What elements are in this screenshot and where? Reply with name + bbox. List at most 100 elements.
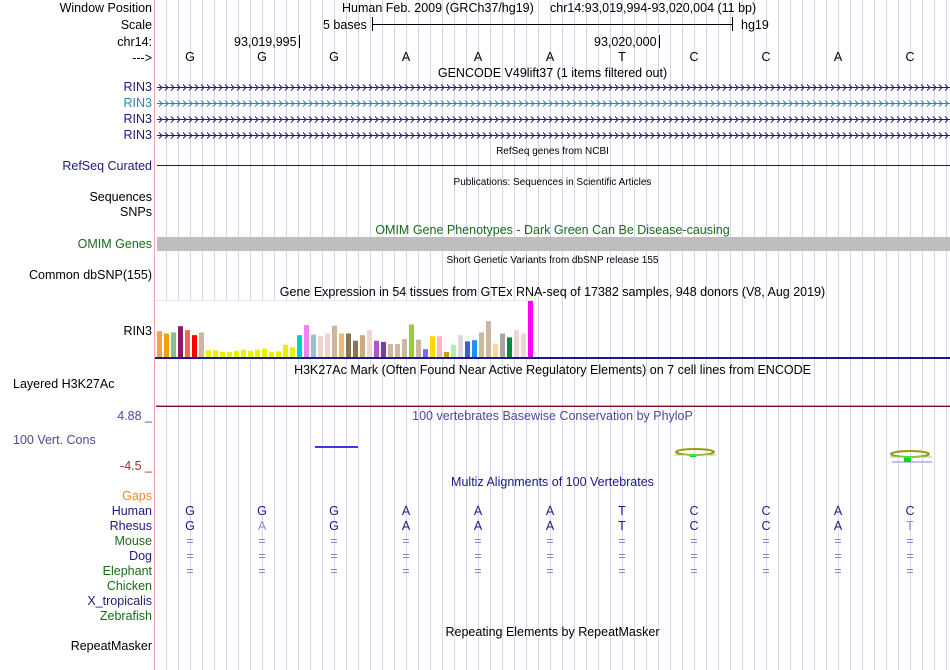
- gencode-gene-line[interactable]: [157, 131, 950, 140]
- alignment-match: =: [690, 564, 698, 578]
- scale-text: 5 bases: [323, 18, 367, 32]
- repeatmasker-title[interactable]: Repeating Elements by RepeatMasker: [445, 625, 660, 639]
- dbsnp-title[interactable]: Short Genetic Variants from dbSNP releas…: [446, 255, 659, 266]
- refseq-gene-line[interactable]: [157, 165, 950, 166]
- alignment-match: =: [474, 564, 482, 578]
- gencode-title[interactable]: GENCODE V49lift37 (1 items filtered out): [437, 66, 668, 80]
- omim-gene-bar[interactable]: [157, 237, 950, 251]
- gtex-label[interactable]: RIN3: [123, 324, 152, 338]
- sequence-base: C: [761, 50, 771, 64]
- alignment-match: =: [690, 549, 698, 563]
- gencode-gene-line[interactable]: [157, 115, 950, 124]
- alignment-match: =: [402, 534, 410, 548]
- multiz-species-label[interactable]: Rhesus: [109, 519, 152, 533]
- alignment-base: C: [761, 504, 771, 518]
- alignment-match: =: [906, 549, 914, 563]
- cons-label[interactable]: 100 Vert. Cons: [13, 433, 96, 447]
- multiz-species-label[interactable]: Dog: [129, 549, 152, 563]
- scale-bar-right-tick: [732, 17, 733, 31]
- multiz-title[interactable]: Multiz Alignments of 100 Vertebrates: [451, 475, 654, 489]
- alignment-base: T: [906, 519, 914, 533]
- alignment-base: C: [761, 519, 771, 533]
- alignment-match: =: [762, 534, 770, 548]
- omim-label[interactable]: OMIM Genes: [77, 237, 152, 251]
- multiz-species-label[interactable]: X_tropicalis: [87, 594, 152, 608]
- dbsnp-label[interactable]: Common dbSNP(155): [29, 268, 152, 282]
- publications-label[interactable]: Sequences: [89, 190, 152, 204]
- alignment-match: =: [258, 564, 266, 578]
- cons-title[interactable]: 100 vertebrates Basewise Conservation by…: [412, 409, 693, 423]
- alignment-base: A: [473, 504, 483, 518]
- alignment-match: =: [186, 534, 194, 548]
- multiz-species-label[interactable]: Chicken: [106, 579, 152, 593]
- alignment-base: A: [545, 504, 555, 518]
- gtex-chart-bg: [156, 300, 536, 357]
- position-text[interactable]: chr14:93,019,994-93,020,004 (11 bp): [550, 1, 757, 15]
- multiz-species-label[interactable]: Human: [111, 504, 152, 518]
- alignment-match: =: [762, 564, 770, 578]
- alignment-base: G: [185, 519, 195, 533]
- alignment-base: A: [401, 504, 411, 518]
- alignment-match: =: [474, 534, 482, 548]
- alignment-base: T: [618, 504, 626, 518]
- assembly-text: Human Feb. 2009 (GRCh37/hg19): [342, 1, 534, 15]
- gencode-gene-label[interactable]: RIN3: [123, 112, 152, 126]
- multiz-species-label[interactable]: Zebrafish: [99, 609, 152, 623]
- alignment-base: A: [833, 519, 843, 533]
- alignment-base: A: [401, 519, 411, 533]
- sequence-base: C: [689, 50, 699, 64]
- scale-bar: [373, 24, 733, 25]
- refseq-label[interactable]: RefSeq Curated: [62, 159, 152, 173]
- omim-title[interactable]: OMIM Gene Phenotypes - Dark Green Can Be…: [375, 223, 730, 237]
- cons-min-label: -4.5 _: [120, 459, 152, 473]
- alignment-match: =: [258, 534, 266, 548]
- alignment-match: =: [834, 549, 842, 563]
- alignment-base: A: [833, 504, 843, 518]
- alignment-base: G: [185, 504, 195, 518]
- publications-title[interactable]: Publications: Sequences in Scientific Ar…: [453, 177, 652, 188]
- alignment-base: A: [545, 519, 555, 533]
- gencode-gene-label[interactable]: RIN3: [123, 128, 152, 142]
- multiz-species-label[interactable]: Elephant: [102, 564, 152, 578]
- chr-label: chr14:: [117, 35, 152, 49]
- h3k27ac-line-light: [156, 405, 950, 406]
- alignment-match: =: [330, 564, 338, 578]
- position-tick-2: 93,020,000: [594, 35, 657, 49]
- alignment-match: =: [474, 549, 482, 563]
- snps-label[interactable]: SNPs: [120, 205, 152, 219]
- scale-bar-left-tick: [372, 17, 373, 31]
- alignment-base: A: [473, 519, 483, 533]
- alignment-base: C: [689, 504, 699, 518]
- h3k27ac-title[interactable]: H3K27Ac Mark (Often Found Near Active Re…: [294, 363, 811, 377]
- strand-arrows: [158, 132, 949, 139]
- alignment-base: C: [905, 504, 915, 518]
- scale-label: Scale: [120, 18, 152, 32]
- alignment-match: =: [834, 534, 842, 548]
- gtex-title[interactable]: Gene Expression in 54 tissues from GTEx …: [279, 285, 826, 299]
- gencode-gene-label[interactable]: RIN3: [123, 80, 152, 94]
- alignment-base: A: [257, 519, 267, 533]
- alignment-base: G: [329, 519, 339, 533]
- gencode-gene-line[interactable]: [157, 83, 950, 92]
- alignment-match: =: [330, 534, 338, 548]
- alignment-match: =: [402, 564, 410, 578]
- cons-max-label: 4.88 _: [117, 409, 152, 423]
- position-tick-1-mark: [299, 35, 300, 48]
- sequence-base: G: [185, 50, 195, 64]
- repeatmasker-label[interactable]: RepeatMasker: [70, 639, 152, 653]
- position-tick-2-mark: [659, 35, 660, 48]
- alignment-match: =: [546, 564, 554, 578]
- gaps-label[interactable]: Gaps: [122, 489, 152, 503]
- sequence-base: C: [905, 50, 915, 64]
- h3k27ac-line: [156, 406, 950, 407]
- alignment-match: =: [834, 564, 842, 578]
- multiz-species-label[interactable]: Mouse: [114, 534, 152, 548]
- gencode-gene-label[interactable]: RIN3: [123, 96, 152, 110]
- alignment-match: =: [618, 564, 626, 578]
- h3k27ac-label[interactable]: Layered H3K27Ac: [13, 377, 115, 391]
- gencode-gene-line[interactable]: [157, 99, 950, 108]
- alignment-match: =: [186, 549, 194, 563]
- refseq-title[interactable]: RefSeq genes from NCBI: [496, 146, 609, 157]
- sequence-base: A: [401, 50, 411, 64]
- scale-db: hg19: [741, 18, 769, 32]
